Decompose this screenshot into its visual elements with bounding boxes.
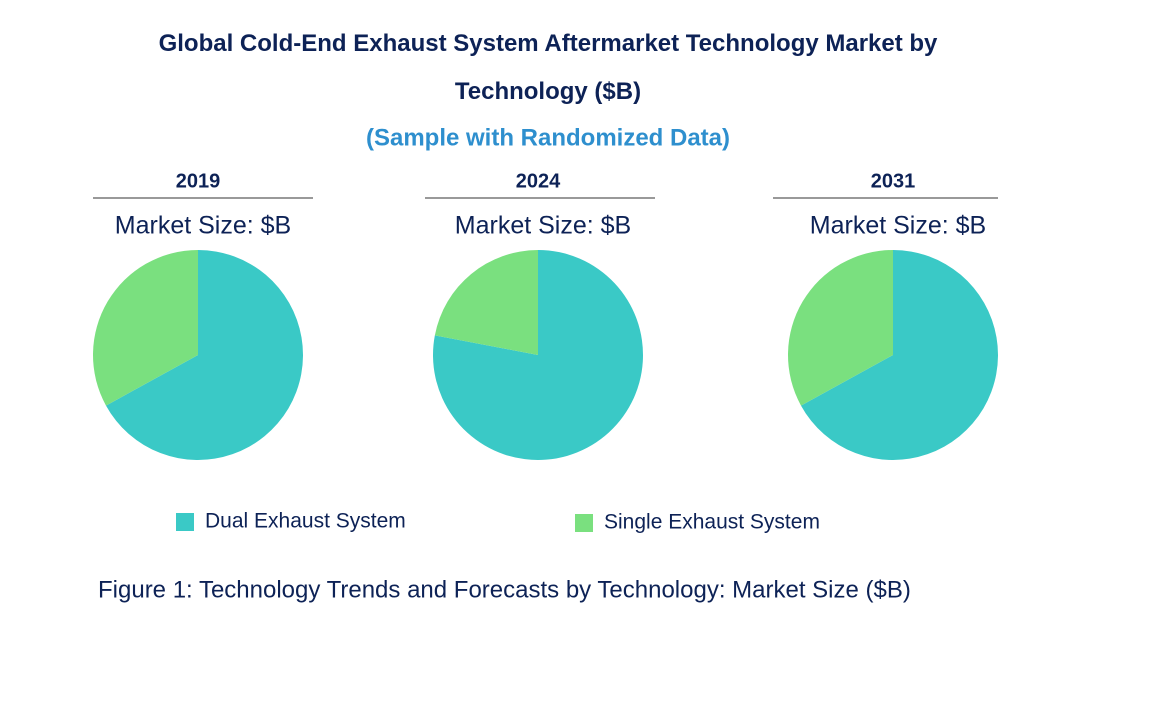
pie-slice xyxy=(800,250,999,460)
legend-label: Single Exhaust System xyxy=(604,511,820,534)
chart-subtitle: (Sample with Randomized Data) xyxy=(366,124,730,151)
pie-title: 2031 xyxy=(871,170,916,192)
legend-label: Dual Exhaust System xyxy=(205,510,406,533)
pie-slice xyxy=(788,250,893,406)
pie-slice xyxy=(434,250,538,355)
pie-subtitle: Market Size: $B xyxy=(455,212,631,240)
legend-swatch xyxy=(575,514,593,532)
legend-swatch xyxy=(176,513,194,531)
chart-title: Global Cold-End Exhaust System Aftermark… xyxy=(158,30,938,105)
pie-slice xyxy=(105,250,304,460)
pie-subtitle: Market Size: $B xyxy=(810,212,986,240)
figure-caption: Figure 1: Technology Trends and Forecast… xyxy=(98,576,911,603)
pie-slice xyxy=(92,250,198,406)
pie-subtitle: Market Size: $B xyxy=(115,212,291,240)
pie-title: 2024 xyxy=(516,170,561,192)
pie-title: 2019 xyxy=(176,170,221,192)
